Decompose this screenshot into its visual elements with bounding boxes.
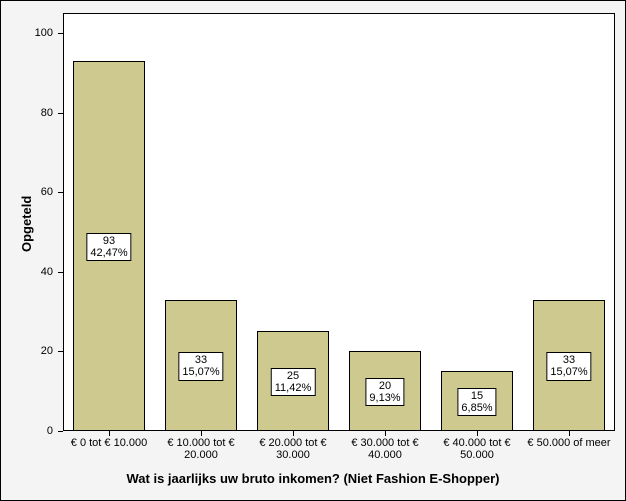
y-tick-mark (58, 431, 63, 432)
y-tick-mark (58, 113, 63, 114)
x-axis-label: Wat is jaarlijks uw bruto inkomen? (Niet… (1, 471, 625, 486)
x-tick-mark (201, 431, 202, 436)
x-tick-label: € 30.000 tot €40.000 (339, 437, 431, 461)
x-tick-mark (477, 431, 478, 436)
x-tick-label: € 0 tot € 10.000 (63, 437, 155, 449)
y-tick-label: 80 (1, 107, 53, 119)
x-tick-mark (385, 431, 386, 436)
y-tick-mark (58, 272, 63, 273)
bar-value-box: 3315,07% (546, 352, 591, 380)
bar-value-box: 9342,47% (86, 233, 131, 261)
bar-value-box: 2511,42% (271, 368, 316, 396)
y-tick-label: 40 (1, 266, 53, 278)
x-tick-label: € 50.000 of meer (523, 437, 615, 449)
y-tick-mark (58, 351, 63, 352)
bar-value-box: 3315,07% (178, 352, 223, 380)
x-tick-label: € 10.000 tot €20.000 (155, 437, 247, 461)
x-tick-mark (569, 431, 570, 436)
bar-value-box: 209,13% (365, 378, 404, 406)
y-tick-label: 100 (1, 27, 53, 39)
y-tick-label: 0 (1, 425, 53, 437)
x-tick-mark (293, 431, 294, 436)
chart-frame: 020406080100 € 0 tot € 10.000€ 10.000 to… (0, 0, 626, 501)
y-tick-label: 20 (1, 345, 53, 357)
x-tick-label: € 20.000 tot €30.000 (247, 437, 339, 461)
y-tick-mark (58, 33, 63, 34)
x-tick-mark (109, 431, 110, 436)
y-axis-label: Opgeteld (19, 196, 34, 252)
y-tick-mark (58, 192, 63, 193)
bar-value-box: 156,85% (457, 388, 496, 416)
x-tick-label: € 40.000 tot €50.000 (431, 437, 523, 461)
